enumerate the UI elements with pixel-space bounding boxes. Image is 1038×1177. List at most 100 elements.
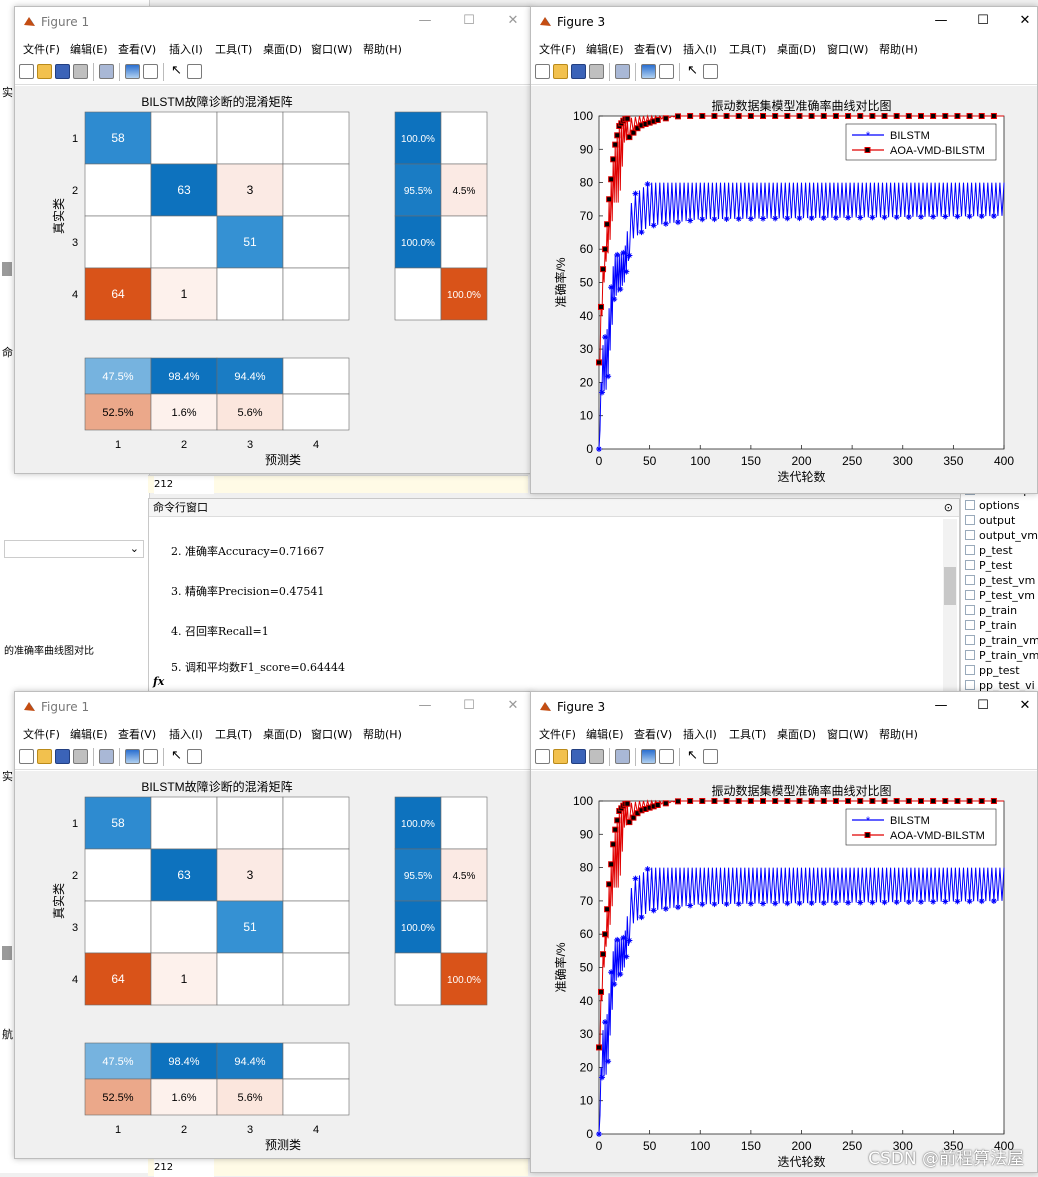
figure1-titlebar[interactable]: Figure 1 — ☐ ✕ [15, 692, 531, 722]
menu-file[interactable]: 文件(F) [539, 43, 576, 56]
save-icon[interactable] [55, 64, 70, 79]
print-icon[interactable] [589, 749, 604, 764]
property-inspector-icon[interactable] [703, 64, 718, 79]
open-folder-icon[interactable] [553, 64, 568, 79]
new-file-icon[interactable] [19, 749, 34, 764]
menu-edit[interactable]: 编辑(E) [70, 728, 108, 741]
command-window-menu-icon[interactable]: ⊙ [943, 501, 953, 514]
close-button[interactable]: ✕ [1019, 698, 1031, 713]
workspace-variable[interactable]: P_test_vm [965, 589, 1035, 602]
menu-insert[interactable]: 插入(I) [169, 728, 203, 741]
maximize-button[interactable]: ☐ [977, 698, 989, 713]
menu-edit[interactable]: 编辑(E) [586, 43, 624, 56]
menu-view[interactable]: 查看(V) [634, 43, 673, 56]
workspace-variable[interactable]: output [965, 514, 1015, 527]
figure3-window[interactable]: Figure 3 — ☐ ✕ 文件(F) 编辑(E) 查看(V) 插入(I) 工… [530, 6, 1038, 494]
menu-desktop[interactable]: 桌面(D) [263, 43, 303, 56]
figure1-window[interactable]: Figure 1 — ☐ ✕ 文件(F) 编辑(E) 查看(V) 插入(I) 工… [14, 691, 532, 1159]
command-scrollbar[interactable] [943, 519, 957, 691]
save-icon[interactable] [55, 749, 70, 764]
menu-edit[interactable]: 编辑(E) [70, 43, 108, 56]
command-window[interactable]: 命令行窗口 ⊙ 2. 准确率Accuracy=0.71667 3. 精确率Pre… [148, 498, 960, 694]
minimize-button[interactable]: — [934, 698, 948, 713]
legend-icon[interactable] [659, 749, 674, 764]
pointer-icon[interactable]: ↖ [171, 748, 182, 763]
workspace-variable[interactable]: pp_test_vi [965, 679, 1035, 692]
print-icon[interactable] [73, 64, 88, 79]
figure1-window[interactable]: Figure 1 — ☐ ✕ 文件(F) 编辑(E) 查看(V) 插入(I) 工… [14, 6, 532, 474]
save-icon[interactable] [571, 749, 586, 764]
property-inspector-icon[interactable] [703, 749, 718, 764]
menu-file[interactable]: 文件(F) [23, 43, 60, 56]
colorbar-icon[interactable] [641, 749, 656, 764]
workspace-variable[interactable]: p_train [965, 604, 1017, 617]
workspace-variable[interactable]: P_test [965, 559, 1012, 572]
workspace-variable[interactable]: pp_test [965, 664, 1020, 677]
menu-view[interactable]: 查看(V) [118, 728, 157, 741]
menu-view[interactable]: 查看(V) [118, 43, 157, 56]
colorbar-icon[interactable] [125, 64, 140, 79]
menu-window[interactable]: 窗口(W) [827, 728, 869, 741]
menu-edit[interactable]: 编辑(E) [586, 728, 624, 741]
link-figure-icon[interactable] [615, 64, 630, 79]
colorbar-icon[interactable] [125, 749, 140, 764]
workspace-variable[interactable]: p_test [965, 544, 1013, 557]
menu-view[interactable]: 查看(V) [634, 728, 673, 741]
left-panel-dropdown[interactable]: ⌄ [4, 540, 144, 558]
close-button[interactable]: ✕ [507, 13, 519, 28]
scrollbar-thumb[interactable] [944, 567, 956, 605]
menu-insert[interactable]: 插入(I) [683, 43, 717, 56]
colorbar-icon[interactable] [641, 64, 656, 79]
workspace-variable[interactable]: p_test_vm [965, 574, 1035, 587]
menu-desktop[interactable]: 桌面(D) [777, 43, 817, 56]
menu-help[interactable]: 帮助(H) [879, 43, 918, 56]
menu-insert[interactable]: 插入(I) [683, 728, 717, 741]
legend-icon[interactable] [659, 64, 674, 79]
print-icon[interactable] [589, 64, 604, 79]
menu-window[interactable]: 窗口(W) [311, 43, 353, 56]
new-file-icon[interactable] [535, 749, 550, 764]
close-button[interactable]: ✕ [1019, 13, 1031, 28]
menu-help[interactable]: 帮助(H) [363, 43, 402, 56]
menu-tools[interactable]: 工具(T) [215, 43, 253, 56]
figure3-titlebar[interactable]: Figure 3 — ☐ ✕ [531, 7, 1037, 37]
property-inspector-icon[interactable] [187, 749, 202, 764]
workspace-variable[interactable]: P_train [965, 619, 1017, 632]
menu-tools[interactable]: 工具(T) [215, 728, 253, 741]
print-icon[interactable] [73, 749, 88, 764]
link-figure-icon[interactable] [99, 749, 114, 764]
menu-help[interactable]: 帮助(H) [363, 728, 402, 741]
minimize-button[interactable]: — [934, 13, 948, 28]
maximize-button[interactable]: ☐ [463, 698, 475, 713]
pointer-icon[interactable]: ↖ [687, 63, 698, 78]
maximize-button[interactable]: ☐ [463, 13, 475, 28]
new-file-icon[interactable] [535, 64, 550, 79]
close-button[interactable]: ✕ [507, 698, 519, 713]
menu-desktop[interactable]: 桌面(D) [263, 728, 303, 741]
new-file-icon[interactable] [19, 64, 34, 79]
menu-insert[interactable]: 插入(I) [169, 43, 203, 56]
open-folder-icon[interactable] [37, 64, 52, 79]
legend-icon[interactable] [143, 64, 158, 79]
maximize-button[interactable]: ☐ [977, 13, 989, 28]
workspace-variable[interactable]: P_train_vm [965, 649, 1038, 662]
minimize-button[interactable]: — [418, 698, 432, 713]
workspace-variable[interactable]: options [965, 499, 1020, 512]
menu-tools[interactable]: 工具(T) [729, 43, 767, 56]
pointer-icon[interactable]: ↖ [687, 748, 698, 763]
workspace-variable[interactable]: output_vm [965, 529, 1038, 542]
property-inspector-icon[interactable] [187, 64, 202, 79]
minimize-button[interactable]: — [418, 13, 432, 28]
menu-desktop[interactable]: 桌面(D) [777, 728, 817, 741]
link-figure-icon[interactable] [99, 64, 114, 79]
menu-file[interactable]: 文件(F) [539, 728, 576, 741]
menu-help[interactable]: 帮助(H) [879, 728, 918, 741]
menu-window[interactable]: 窗口(W) [827, 43, 869, 56]
legend-icon[interactable] [143, 749, 158, 764]
open-folder-icon[interactable] [37, 749, 52, 764]
workspace-variable[interactable]: p_train_vm [965, 634, 1038, 647]
save-icon[interactable] [571, 64, 586, 79]
menu-window[interactable]: 窗口(W) [311, 728, 353, 741]
pointer-icon[interactable]: ↖ [171, 63, 182, 78]
figure3-titlebar[interactable]: Figure 3 — ☐ ✕ [531, 692, 1037, 722]
